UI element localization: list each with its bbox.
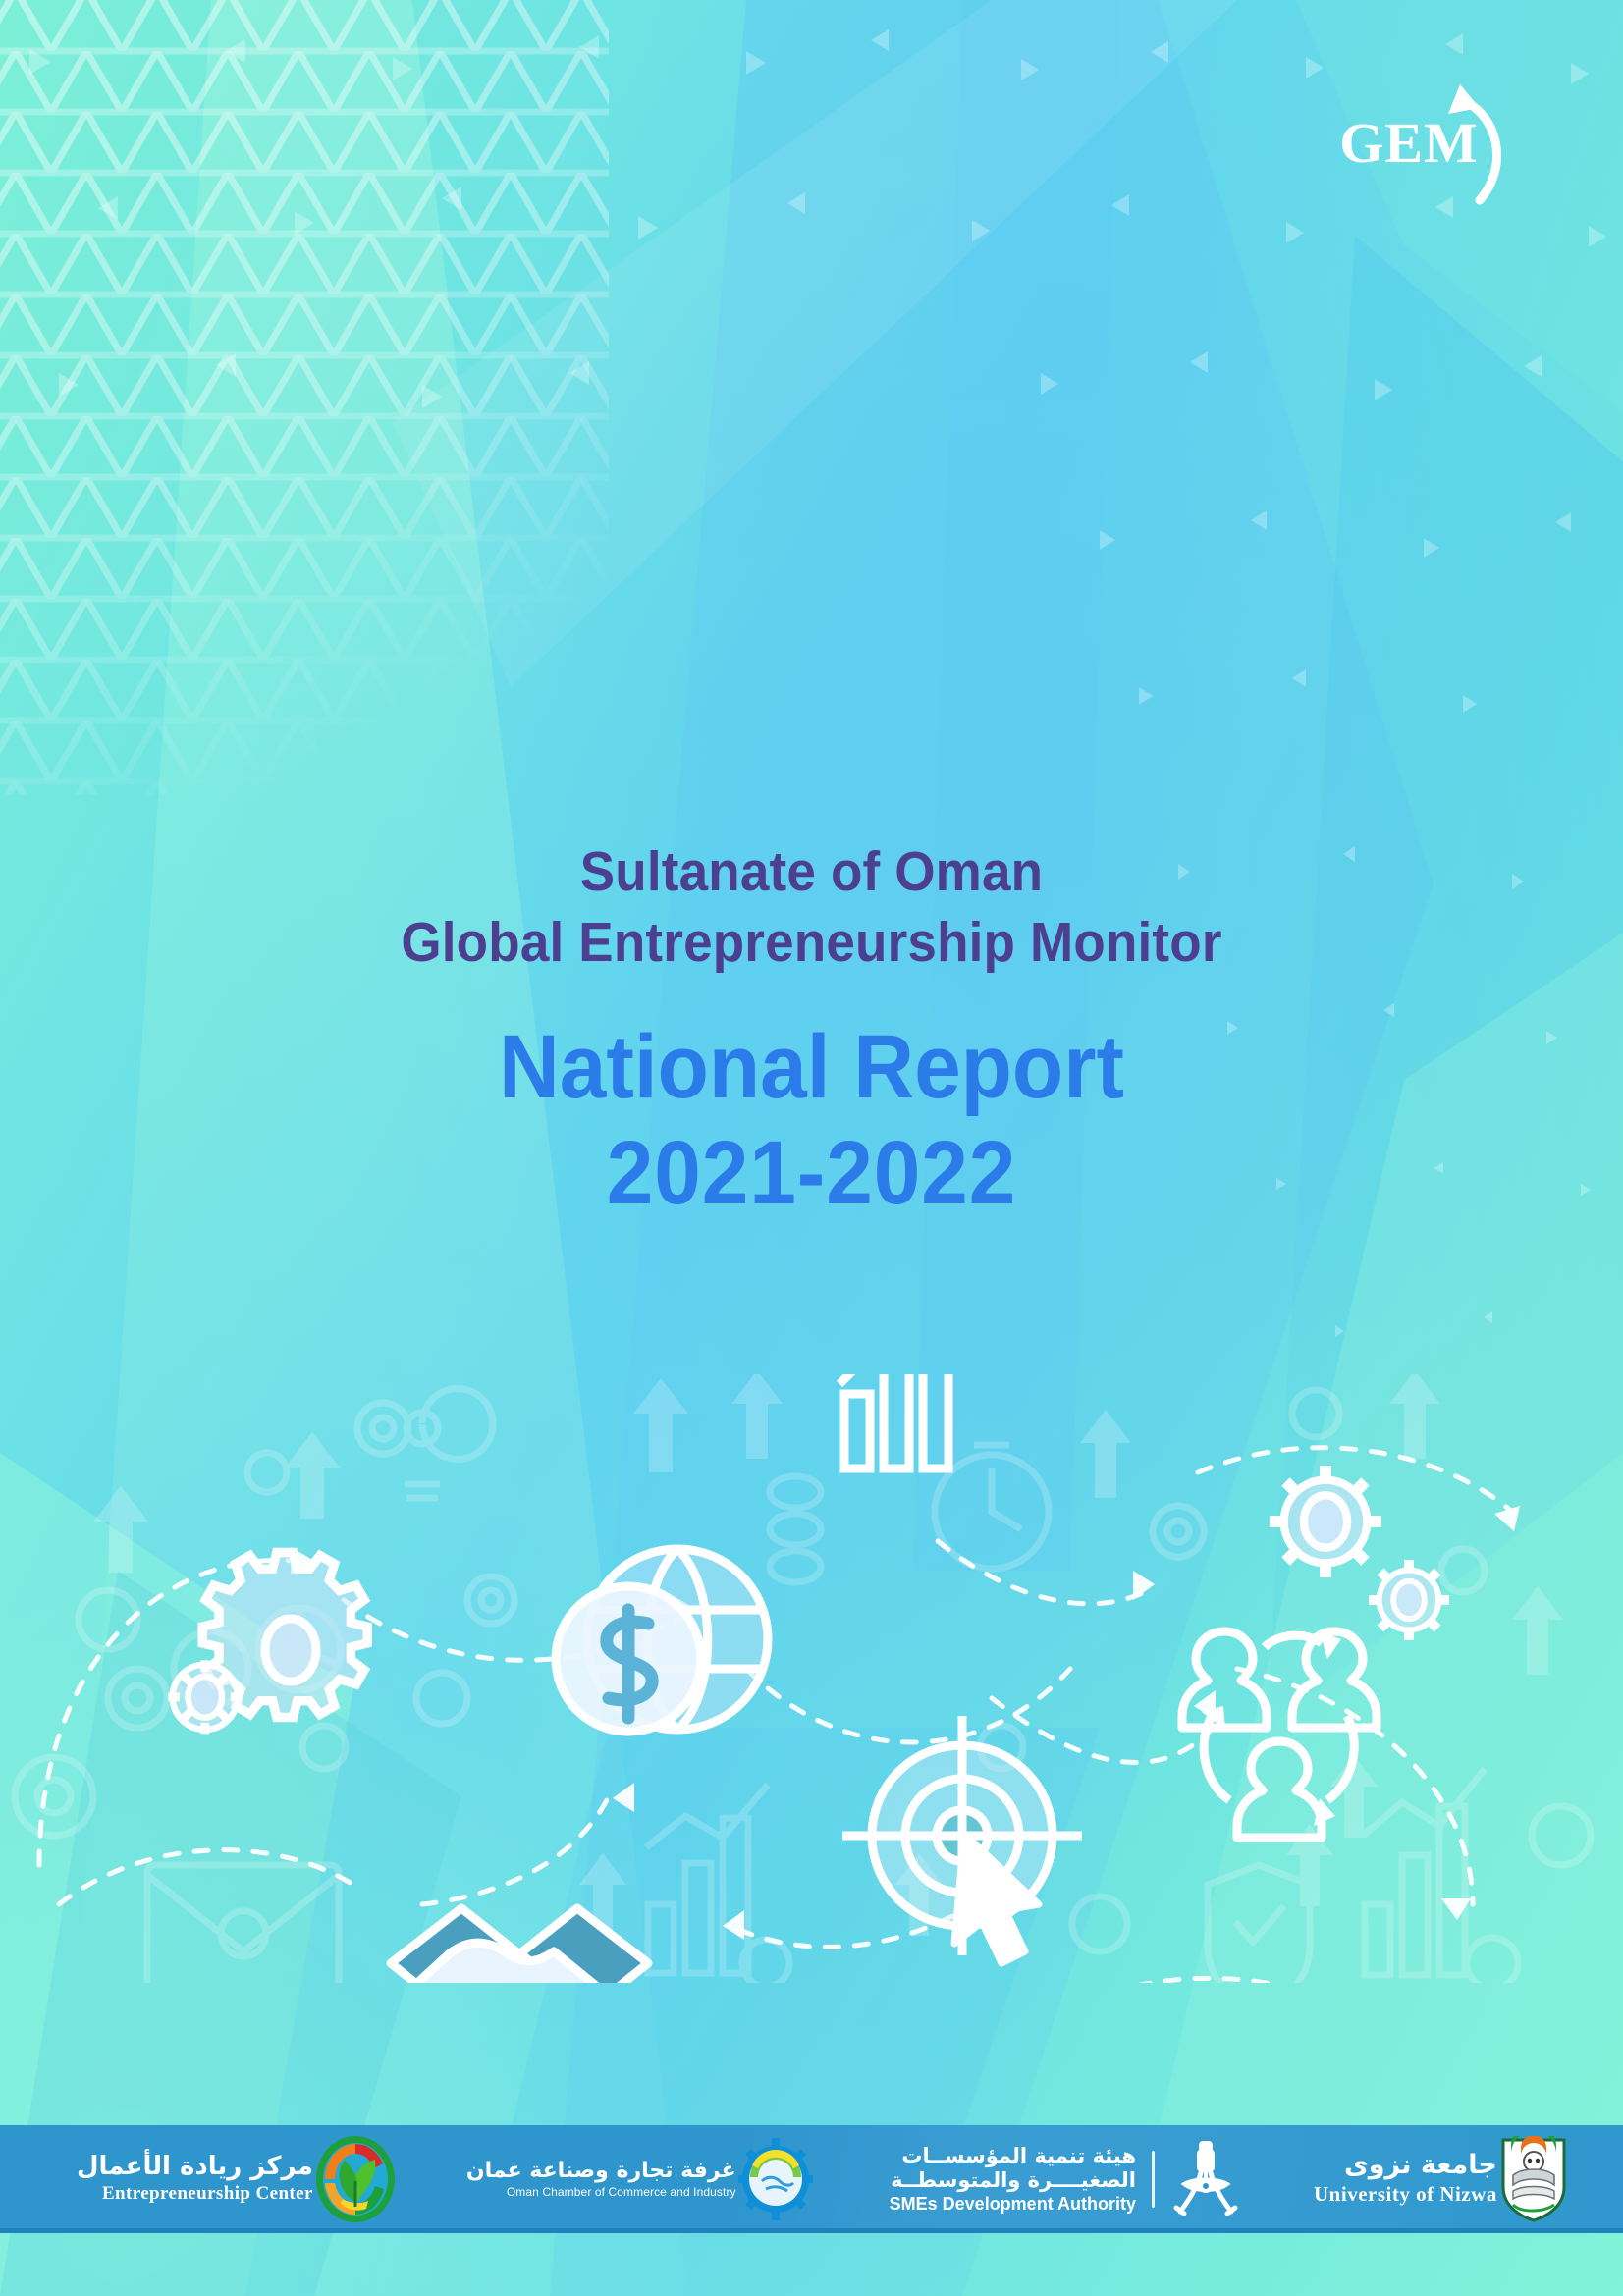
logo-divider — [1152, 2151, 1156, 2208]
shield-check-icon — [1204, 1861, 1314, 1983]
partner-name-ar: غرفة تجارة وصناعة عمان — [465, 2158, 737, 2183]
partner-name-en: Entrepreneurship Center — [101, 2183, 313, 2205]
partner-logo-smes-authority: هيئة تنمية المؤسســات الصغيــــرة والمتو… — [890, 2125, 1241, 2233]
envelope-at-icon — [143, 1861, 343, 1983]
leaf-circle-emblem — [315, 2136, 395, 2222]
bar-chart-icon — [643, 1782, 771, 1977]
triangle-lattice-pattern — [0, 0, 609, 795]
coin-stack-icon — [766, 1472, 825, 1586]
stopwatch-icon — [931, 1441, 1053, 1573]
up-arrow-icon — [93, 1374, 1563, 1936]
pie-chart-icon — [254, 1604, 345, 1694]
partner-logo-university-of-nizwa: جامعة نزوى University of Nizwa — [1314, 2125, 1570, 2233]
globe-dollar-icon — [551, 1544, 773, 1736]
partner-name-en: SMEs Development Authority — [889, 2194, 1137, 2215]
cover-subtitle-line-2: Global Entrepreneurship Monitor — [401, 911, 1222, 975]
dashed-arrow-heads — [291, 1506, 1520, 1940]
target-arrow-icon — [842, 1716, 1082, 1967]
partner-name-ar: مركز ريادة الأعمال — [77, 2151, 314, 2181]
gem-logo: GEM — [1336, 77, 1533, 224]
gear-icon — [11, 1386, 1595, 1983]
partner-name-en: University of Nizwa — [1314, 2181, 1497, 2206]
partner-logo-entrepreneurship-center: مركز ريادة الأعمال Entrepreneurship Cent… — [77, 2125, 398, 2233]
partner-name-ar-line-1: هيئة تنمية المؤسســات — [901, 2143, 1137, 2167]
partner-name-ar-line-2: الصغيــــرة والمتوسطــة — [891, 2167, 1137, 2192]
curved-arrow-icon — [1448, 84, 1502, 205]
gears-small-icon — [1269, 1465, 1449, 1640]
gem-logo-text: GEM — [1339, 111, 1479, 175]
cover-subtitle-line-1: Sultanate of Oman — [579, 840, 1044, 903]
partner-name-en: Oman Chamber of Commerce and Industry — [506, 2185, 736, 2200]
cover-year-range: 2021-2022 — [606, 1123, 1017, 1224]
entrepreneurship-icon-band — [11, 1374, 1595, 1983]
gears-icon — [168, 1547, 372, 1735]
cover-title-block: Sultanate of Oman Global Entrepreneurshi… — [0, 836, 1623, 1227]
team-cycle-icon — [1177, 1627, 1381, 1842]
partner-logo-bar: مركز ريادة الأعمال Entrepreneurship Cent… — [0, 2125, 1623, 2233]
gear-calligraphy-emblem — [737, 2138, 813, 2220]
bar-chart-icon — [1360, 1766, 1488, 1979]
oman-khanjar-emblem — [1173, 2141, 1238, 2216]
cover-main-title: National Report — [499, 1016, 1124, 1117]
handshake-icon — [386, 1903, 653, 1983]
lightbulb-dollar-icon — [403, 1385, 497, 1502]
coin-dollar-icon — [75, 1586, 1522, 1983]
nizwa-shield-emblem — [1501, 2136, 1566, 2222]
dashed-connector-paths — [36, 1445, 1515, 1983]
partner-name-ar: جامعة نزوى — [1344, 2150, 1498, 2181]
partner-logo-oman-chamber: غرفة تجارة وصناعة عمان Oman Chamber of C… — [466, 2125, 815, 2233]
bar-chart-growth-icon — [836, 1374, 953, 1473]
